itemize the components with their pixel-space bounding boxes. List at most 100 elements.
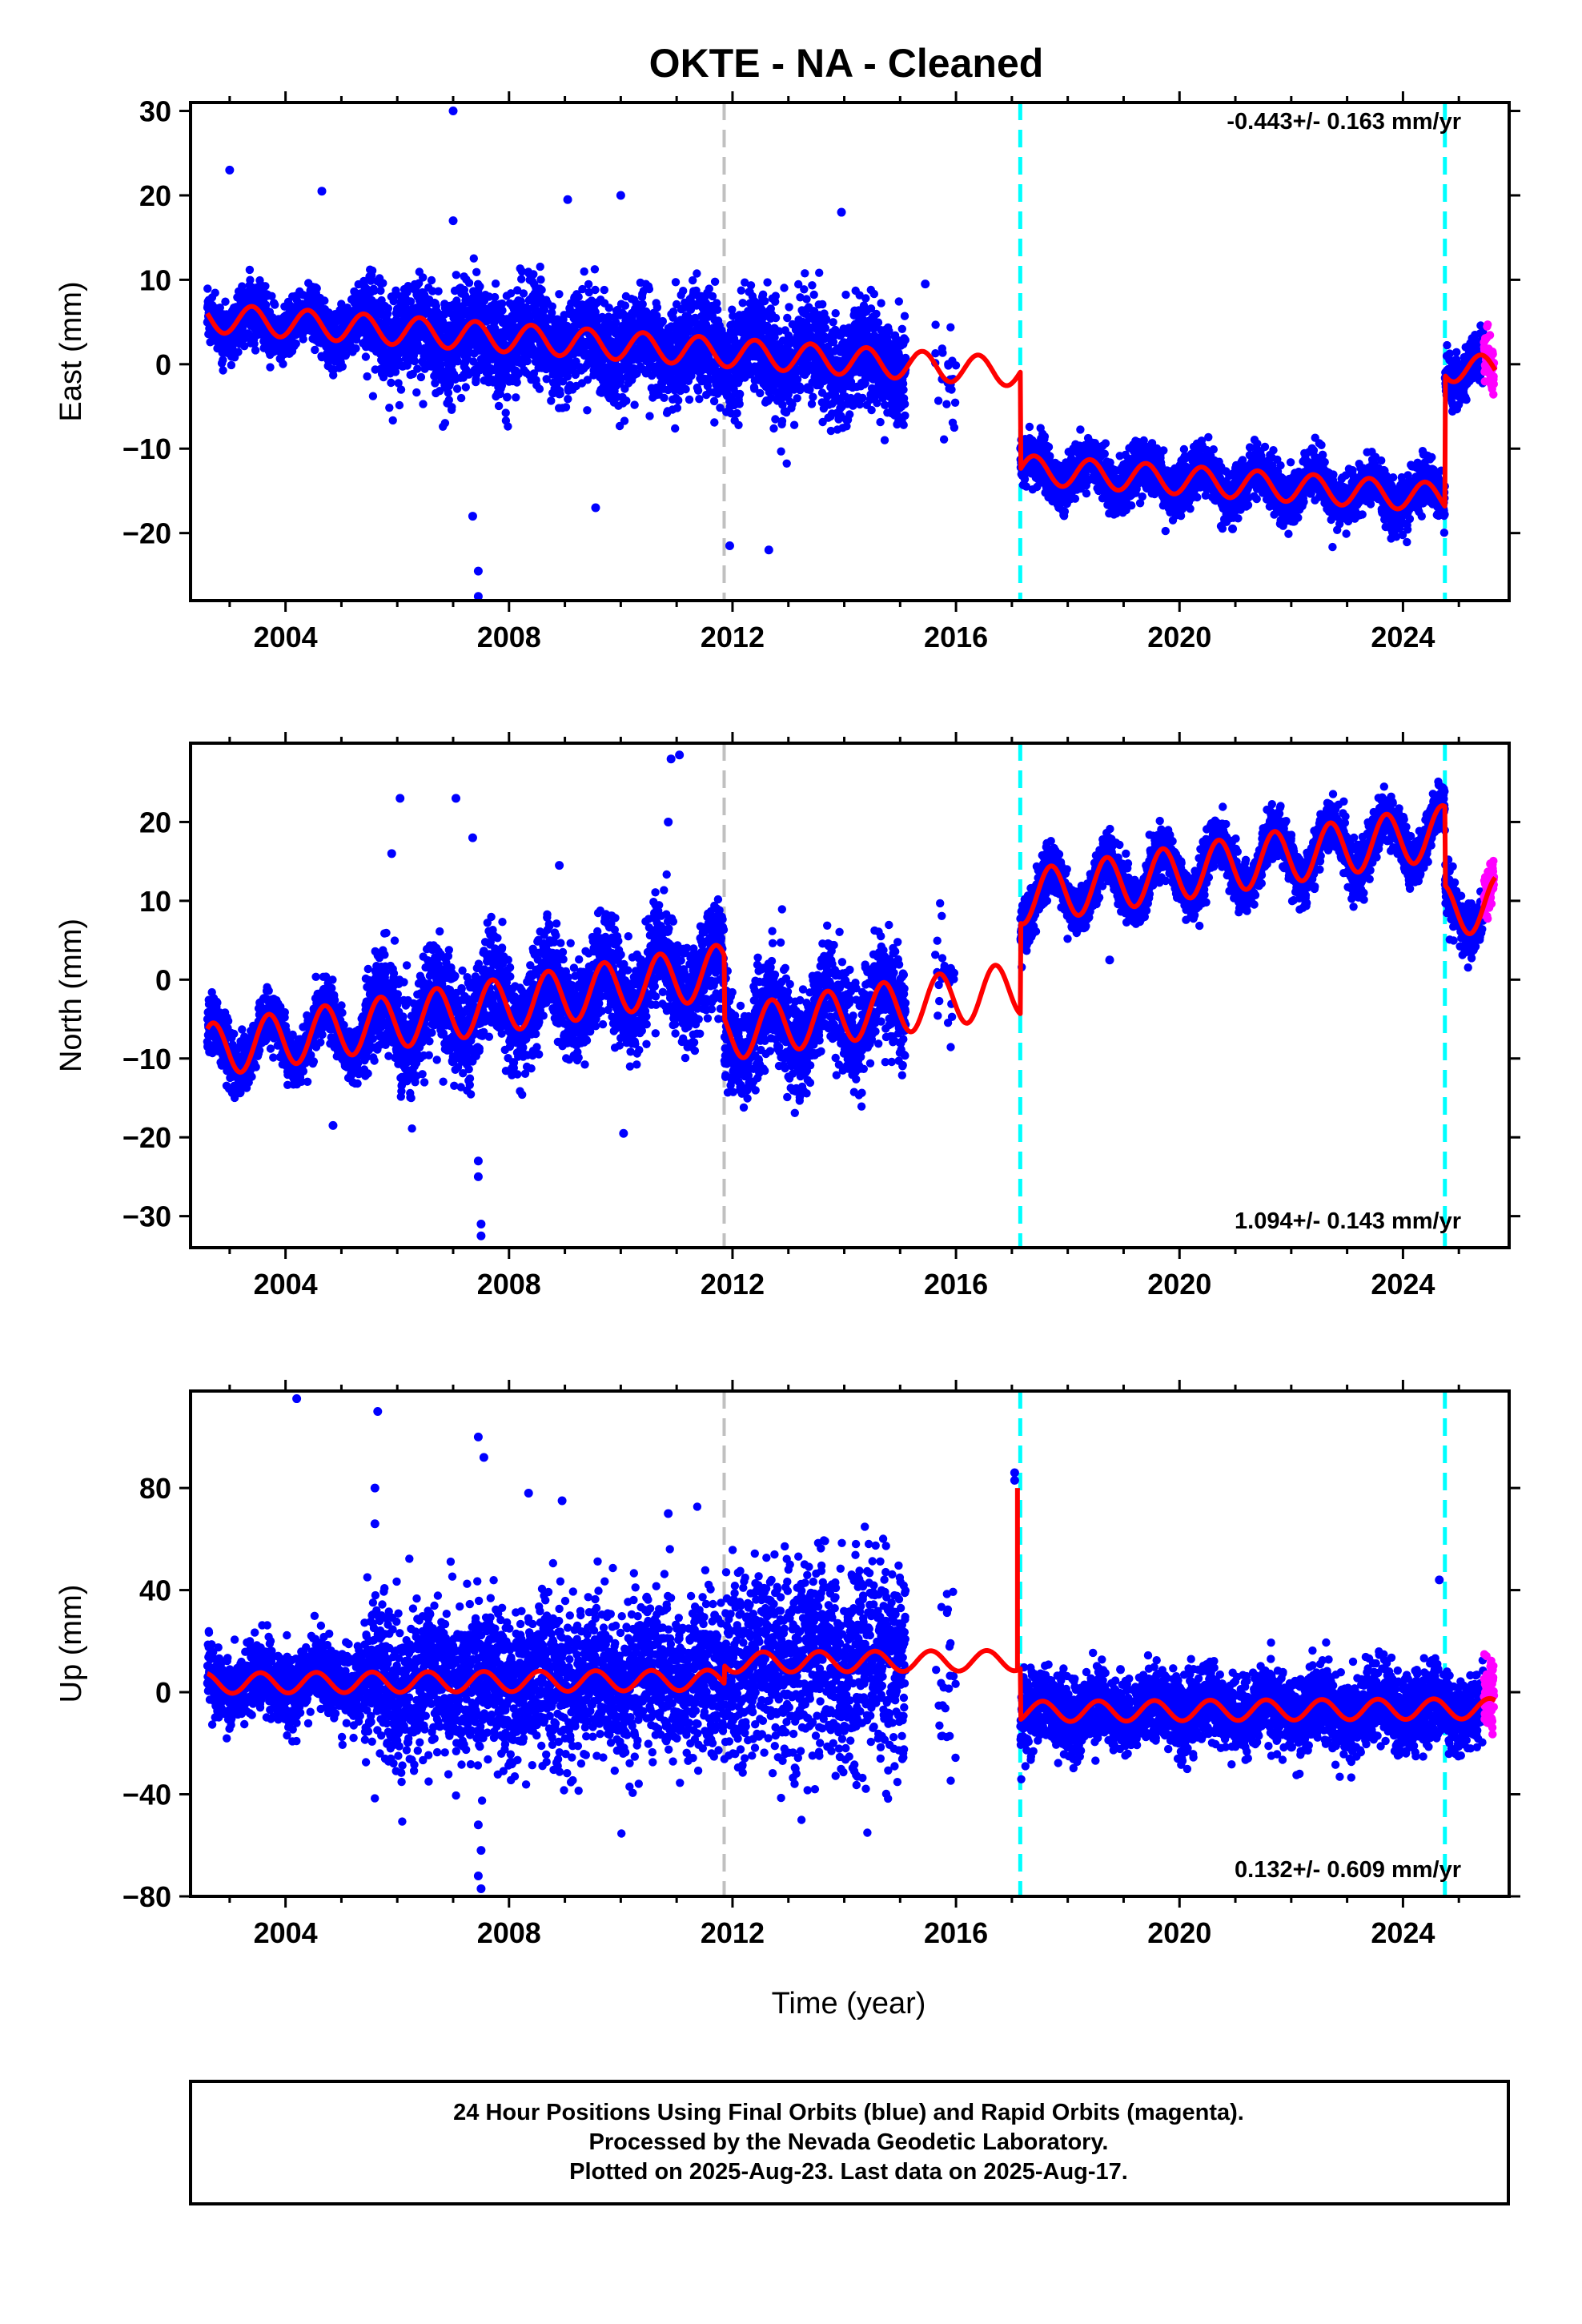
position-point-east-2346 xyxy=(561,403,571,412)
position-point-east-4650 xyxy=(1025,422,1034,432)
position-point-east-767 xyxy=(320,296,329,305)
position-point-east-281 xyxy=(246,275,255,284)
panel-east: 2004 2008 2012 2016 2020 2024−20−100102030Eas… xyxy=(54,91,1520,653)
position-point-east-2596 xyxy=(600,285,608,295)
position-point-east-3111 xyxy=(679,287,688,296)
position-point-east-4022 xyxy=(817,300,827,309)
position-point-east-1412 xyxy=(419,400,428,408)
position-point-east-2534 xyxy=(590,265,600,274)
position-point-east-2358 xyxy=(564,395,572,404)
position-point-east-1092 xyxy=(370,286,379,296)
position-point-east-2301 xyxy=(555,290,564,299)
position-point-east-380 xyxy=(261,282,270,291)
position-point-east-4401 xyxy=(876,417,885,427)
position-point-east-3217 xyxy=(695,395,704,404)
position-point-east-1153 xyxy=(379,372,388,382)
position-point-east-1473 xyxy=(428,287,437,296)
position-point-east-4575 xyxy=(942,400,951,408)
position-point-east-1635 xyxy=(452,384,462,393)
position-point-east-1134 xyxy=(376,286,385,296)
position-point-east-3789 xyxy=(782,459,791,468)
position-point-east-3902 xyxy=(800,285,809,294)
position-point-east-1037 xyxy=(361,352,371,361)
position-point-east-1356 xyxy=(410,356,419,366)
position-point-east-4560 xyxy=(900,312,909,320)
position-point-east-2484 xyxy=(583,406,592,415)
position-point-east-3953 xyxy=(807,400,817,408)
position-point-east-1467 xyxy=(427,275,436,285)
position-point-east-3772 xyxy=(780,283,789,292)
position-point-east-2987 xyxy=(660,393,669,402)
positions-east xyxy=(203,107,1499,601)
position-point-east-3939 xyxy=(805,385,814,394)
position-point-east-1490 xyxy=(431,379,440,388)
position-point-east-3663 xyxy=(763,278,772,287)
position-point-east-1966 xyxy=(504,422,512,431)
position-point-east-3073 xyxy=(673,404,682,412)
position-point-east-1907 xyxy=(494,401,504,411)
position-point-east-422 xyxy=(267,292,276,300)
position-point-east-412 xyxy=(266,363,275,372)
position-point-east-2054 xyxy=(517,275,526,283)
position-point-east-2942 xyxy=(652,303,662,312)
position-point-east-1881 xyxy=(490,292,500,302)
position-point-east-4589 xyxy=(951,361,961,370)
position-point-east-1520 xyxy=(436,387,444,396)
position-point-east-4200 xyxy=(845,410,854,419)
position-point-east-2890 xyxy=(644,284,654,294)
position-point-east-1661 xyxy=(456,393,466,403)
position-point-east-4406 xyxy=(877,299,885,308)
position-point-east-4429 xyxy=(880,436,889,444)
position-point-east-972 xyxy=(351,344,360,353)
position-point-east-3555 xyxy=(746,281,756,290)
position-point-east-1231 xyxy=(391,368,400,376)
position-point-east-1080 xyxy=(367,266,377,275)
position-point-east-4880 xyxy=(1060,507,1070,516)
position-point-east-2308 xyxy=(556,389,564,399)
position-point-east-84 xyxy=(215,304,224,312)
position-point-east-2493 xyxy=(584,279,593,289)
position-point-east-2428 xyxy=(574,292,583,301)
position-point-east-1631 xyxy=(452,296,461,305)
position-point-east-4581 xyxy=(946,323,955,332)
position-point-east-1930 xyxy=(498,306,507,315)
position-point-east-2893 xyxy=(645,412,654,420)
position-point-east-3129 xyxy=(681,384,690,394)
position-point-east-4573 xyxy=(938,348,947,357)
position-point-east-1743 xyxy=(469,254,478,263)
position-point-east-103 xyxy=(219,356,227,364)
position-point-east-2248 xyxy=(547,396,556,405)
position-point-east-581 xyxy=(291,339,300,348)
position-point-east-1586 xyxy=(445,380,454,388)
position-point-east-496 xyxy=(279,360,287,368)
position-point-east-3704 xyxy=(769,424,778,433)
position-point-east-3759 xyxy=(777,416,787,425)
position-point-east-3838 xyxy=(789,420,799,429)
position-point-east-4583 xyxy=(947,385,956,394)
position-point-east-2740 xyxy=(622,396,631,405)
position-point-east-1214 xyxy=(388,416,397,425)
position-point-east-3336 xyxy=(713,305,722,314)
position-point-east-158 xyxy=(227,360,236,370)
position-point-east-316 xyxy=(251,346,260,355)
position-point-east-2733 xyxy=(620,301,630,310)
position-point-east-2465 xyxy=(580,267,588,276)
position-point-east-3716 xyxy=(771,292,780,300)
position-point-east-2256 xyxy=(548,302,556,311)
position-point-east-1410 xyxy=(419,273,428,282)
position-point-east-4619 xyxy=(1020,475,1030,484)
position-point-east-3059 xyxy=(671,424,680,433)
position-point-east-1149 xyxy=(379,279,387,287)
position-point-east-1713 xyxy=(464,279,474,287)
position-point-east-2181 xyxy=(536,275,545,284)
position-point-east-885 xyxy=(338,362,347,371)
position-point-east-2177 xyxy=(536,262,544,271)
position-point-east-4343 xyxy=(867,405,876,415)
position-point-east-1046 xyxy=(363,372,371,381)
position-point-east-1331 xyxy=(406,297,416,306)
position-point-east-2018 xyxy=(512,393,520,402)
position-point-east-4360 xyxy=(869,289,879,299)
position-point-east-2133 xyxy=(529,270,538,279)
position-point-east-2847 xyxy=(638,300,647,308)
position-point-east-4588 xyxy=(950,398,960,407)
